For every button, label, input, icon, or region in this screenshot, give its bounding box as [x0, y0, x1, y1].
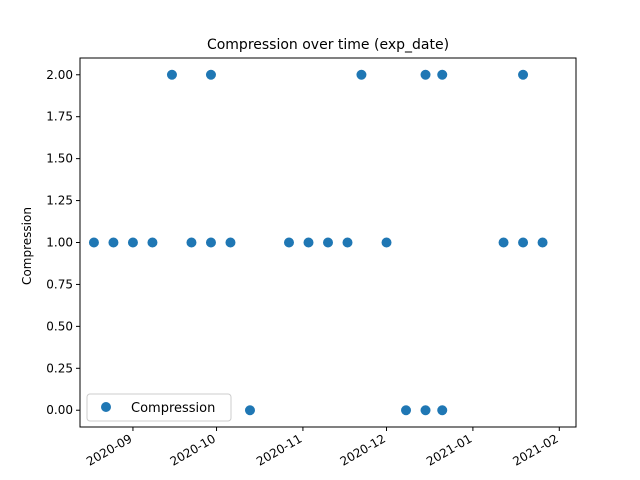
legend-label: Compression: [131, 401, 215, 416]
x-tick-label: 2021-01: [424, 431, 474, 468]
data-point: [88, 237, 99, 248]
legend-marker: [101, 402, 111, 412]
data-point: [225, 237, 236, 248]
y-tick-label: 1.25: [46, 194, 73, 208]
x-tick-label: 2020-12: [338, 431, 388, 468]
data-point: [303, 237, 314, 248]
y-tick-label: 0.25: [46, 361, 73, 375]
data-point: [205, 237, 216, 248]
data-point: [205, 69, 216, 80]
data-point: [186, 237, 197, 248]
y-axis-label: Compression: [20, 207, 34, 285]
y-tick-label: 0.75: [46, 277, 73, 291]
data-point: [518, 237, 529, 248]
x-tick-label: 2021-02: [510, 431, 560, 468]
data-point: [401, 405, 412, 416]
y-tick-label: 1.00: [46, 236, 73, 250]
chart-title: Compression over time (exp_date): [207, 37, 449, 53]
legend: Compression: [86, 393, 232, 422]
data-point: [323, 237, 333, 248]
data-point: [108, 237, 119, 248]
data-point: [283, 237, 294, 248]
data-point: [518, 69, 529, 80]
data-point: [244, 405, 255, 416]
x-axis: 2020-09 2020-10 2020-11 2020-12 2021-01 2021-…: [84, 427, 561, 469]
data-point: [166, 69, 177, 80]
y-tick-label: 2.00: [46, 68, 73, 82]
data-point: [381, 237, 392, 248]
data-point: [147, 237, 158, 248]
legend-box: [86, 393, 232, 422]
data-point: [127, 237, 138, 248]
data-point: [437, 405, 448, 416]
data-point: [537, 237, 548, 248]
y-tick-label: 1.50: [46, 152, 73, 166]
data-point: [356, 69, 367, 80]
x-tick-label: 2020-09: [84, 431, 134, 468]
data-points: [88, 69, 548, 416]
x-tick-label: 2020-11: [254, 431, 304, 468]
data-point: [342, 237, 353, 248]
data-point: [420, 405, 431, 416]
y-tick-label: 0.50: [46, 319, 73, 333]
y-tick-label: 1.75: [46, 110, 73, 124]
x-tick-label: 2020-10: [168, 431, 218, 468]
data-point: [437, 69, 448, 80]
data-point: [498, 237, 509, 248]
y-axis: 0.00 0.25 0.50 0.75 1.00 1.25 1.50 1.75 2.00: [46, 68, 80, 417]
y-tick-label: 0.00: [46, 403, 73, 417]
data-point: [420, 69, 431, 80]
